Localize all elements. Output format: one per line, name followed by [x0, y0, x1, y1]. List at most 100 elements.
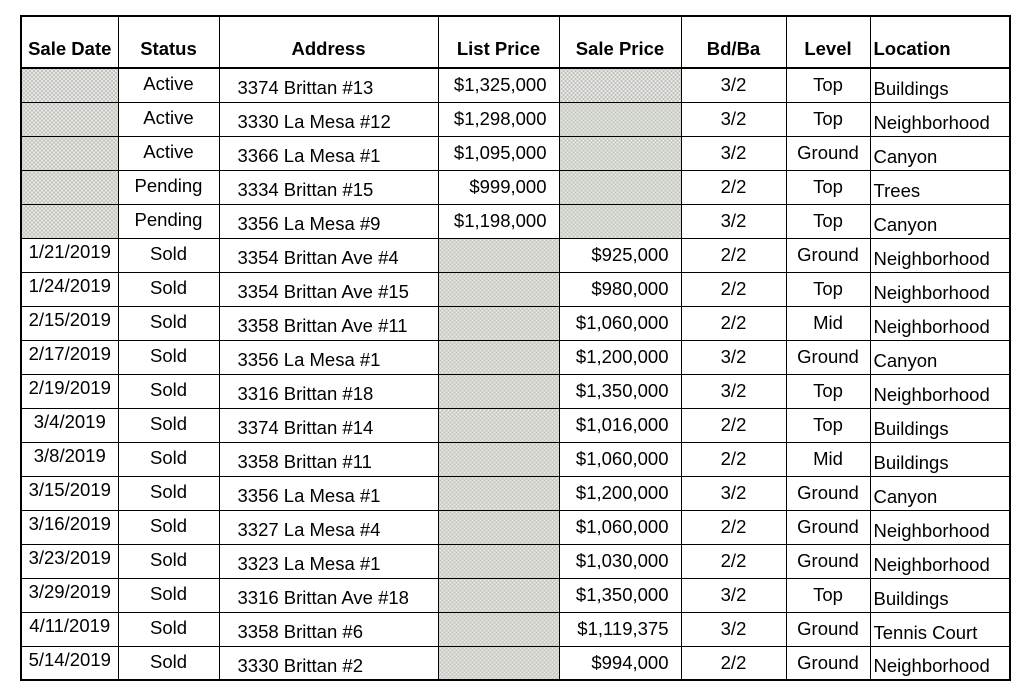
cell-list-price[interactable]: $1,198,000 [437, 203, 560, 239]
cell-level[interactable]: Top [785, 271, 871, 307]
cell-level[interactable]: Top [785, 67, 871, 103]
cell-bd-ba[interactable]: 3/2 [680, 373, 787, 409]
cell-status[interactable]: Sold [117, 577, 220, 613]
cell-location[interactable]: Buildings [869, 441, 1011, 477]
cell-list-price[interactable] [437, 271, 560, 307]
cell-bd-ba[interactable]: 3/2 [680, 577, 787, 613]
cell-list-price[interactable] [437, 305, 560, 341]
cell-bd-ba[interactable]: 2/2 [680, 237, 787, 273]
cell-sale-date[interactable] [20, 101, 119, 137]
cell-address[interactable]: 3356 La Mesa #1 [218, 339, 439, 375]
cell-level[interactable]: Top [785, 373, 871, 409]
cell-list-price[interactable] [437, 577, 560, 613]
cell-sale-date[interactable]: 5/14/2019 [20, 645, 119, 681]
cell-bd-ba[interactable]: 2/2 [680, 271, 787, 307]
cell-sale-price[interactable] [558, 67, 682, 103]
cell-status[interactable]: Sold [117, 237, 220, 273]
cell-address[interactable]: 3356 La Mesa #1 [218, 475, 439, 511]
cell-list-price[interactable] [437, 441, 560, 477]
cell-location[interactable]: Neighborhood [869, 373, 1011, 409]
cell-sale-price[interactable]: $1,060,000 [558, 509, 682, 545]
cell-sale-price[interactable] [558, 169, 682, 205]
cell-level[interactable]: Top [785, 169, 871, 205]
cell-location[interactable]: Neighborhood [869, 543, 1011, 579]
cell-sale-price[interactable]: $1,200,000 [558, 475, 682, 511]
cell-level[interactable]: Mid [785, 441, 871, 477]
cell-address[interactable]: 3354 Brittan Ave #15 [218, 271, 439, 307]
cell-bd-ba[interactable]: 2/2 [680, 441, 787, 477]
cell-location[interactable]: Canyon [869, 203, 1011, 239]
cell-bd-ba[interactable]: 3/2 [680, 135, 787, 171]
cell-sale-price[interactable]: $994,000 [558, 645, 682, 681]
cell-list-price[interactable] [437, 645, 560, 681]
cell-status[interactable]: Sold [117, 509, 220, 545]
cell-sale-date[interactable] [20, 67, 119, 103]
cell-sale-price[interactable]: $925,000 [558, 237, 682, 273]
cell-sale-price[interactable]: $980,000 [558, 271, 682, 307]
cell-level[interactable]: Top [785, 203, 871, 239]
cell-sale-price[interactable]: $1,016,000 [558, 407, 682, 443]
column-header-address[interactable]: Address [218, 15, 439, 69]
cell-level[interactable]: Mid [785, 305, 871, 341]
cell-bd-ba[interactable]: 3/2 [680, 339, 787, 375]
cell-sale-date[interactable]: 2/15/2019 [20, 305, 119, 341]
cell-sale-date[interactable]: 3/29/2019 [20, 577, 119, 613]
cell-level[interactable]: Ground [785, 611, 871, 647]
cell-location[interactable]: Neighborhood [869, 305, 1011, 341]
cell-sale-date[interactable]: 3/4/2019 [20, 407, 119, 443]
cell-sale-price[interactable]: $1,350,000 [558, 577, 682, 613]
cell-address[interactable]: 3374 Brittan #14 [218, 407, 439, 443]
column-header-location[interactable]: Location [869, 15, 1011, 69]
cell-level[interactable]: Ground [785, 645, 871, 681]
cell-list-price[interactable] [437, 373, 560, 409]
cell-location[interactable]: Neighborhood [869, 271, 1011, 307]
cell-status[interactable]: Sold [117, 305, 220, 341]
cell-list-price[interactable]: $1,325,000 [437, 67, 560, 103]
cell-status[interactable]: Active [117, 101, 220, 137]
cell-sale-date[interactable] [20, 135, 119, 171]
cell-sale-date[interactable]: 1/21/2019 [20, 237, 119, 273]
cell-location[interactable]: Neighborhood [869, 509, 1011, 545]
cell-sale-date[interactable]: 4/11/2019 [20, 611, 119, 647]
cell-sale-date[interactable] [20, 169, 119, 205]
cell-sale-price[interactable] [558, 101, 682, 137]
cell-status[interactable]: Sold [117, 543, 220, 579]
cell-status[interactable]: Active [117, 135, 220, 171]
cell-level[interactable]: Top [785, 577, 871, 613]
cell-sale-date[interactable]: 3/16/2019 [20, 509, 119, 545]
cell-list-price[interactable] [437, 611, 560, 647]
cell-location[interactable]: Trees [869, 169, 1011, 205]
cell-status[interactable]: Sold [117, 645, 220, 681]
cell-sale-date[interactable]: 2/17/2019 [20, 339, 119, 375]
cell-status[interactable]: Pending [117, 169, 220, 205]
cell-address[interactable]: 3358 Brittan #6 [218, 611, 439, 647]
cell-bd-ba[interactable]: 2/2 [680, 169, 787, 205]
cell-level[interactable]: Ground [785, 509, 871, 545]
cell-list-price[interactable]: $999,000 [437, 169, 560, 205]
cell-level[interactable]: Ground [785, 135, 871, 171]
cell-sale-price[interactable]: $1,060,000 [558, 305, 682, 341]
cell-status[interactable]: Sold [117, 611, 220, 647]
cell-address[interactable]: 3354 Brittan Ave #4 [218, 237, 439, 273]
column-header-list-price[interactable]: List Price [437, 15, 560, 69]
cell-address[interactable]: 3323 La Mesa #1 [218, 543, 439, 579]
cell-list-price[interactable] [437, 339, 560, 375]
cell-status[interactable]: Sold [117, 441, 220, 477]
cell-address[interactable]: 3334 Brittan #15 [218, 169, 439, 205]
cell-bd-ba[interactable]: 3/2 [680, 475, 787, 511]
cell-bd-ba[interactable]: 2/2 [680, 645, 787, 681]
cell-sale-price[interactable] [558, 135, 682, 171]
cell-bd-ba[interactable]: 2/2 [680, 543, 787, 579]
cell-bd-ba[interactable]: 3/2 [680, 67, 787, 103]
cell-level[interactable]: Top [785, 407, 871, 443]
column-header-bd-ba[interactable]: Bd/Ba [680, 15, 787, 69]
cell-list-price[interactable] [437, 475, 560, 511]
cell-list-price[interactable] [437, 237, 560, 273]
cell-status[interactable]: Sold [117, 373, 220, 409]
cell-sale-price[interactable]: $1,119,375 [558, 611, 682, 647]
cell-sale-date[interactable]: 1/24/2019 [20, 271, 119, 307]
cell-sale-price[interactable]: $1,350,000 [558, 373, 682, 409]
cell-bd-ba[interactable]: 2/2 [680, 407, 787, 443]
cell-address[interactable]: 3374 Brittan #13 [218, 67, 439, 103]
cell-level[interactable]: Ground [785, 475, 871, 511]
